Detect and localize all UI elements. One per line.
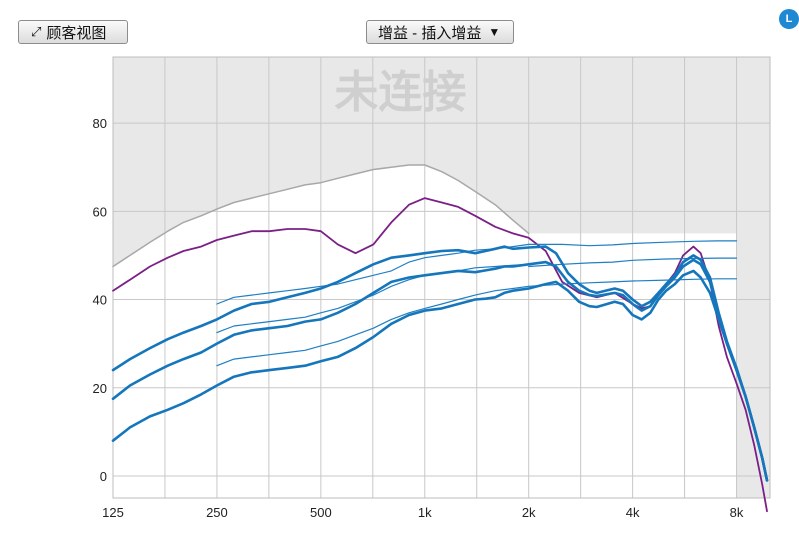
plot-border bbox=[112, 56, 771, 499]
status-watermark: 未连接 bbox=[334, 67, 466, 118]
customer-view-label: 顾客视图 bbox=[46, 24, 107, 42]
series-line-10 bbox=[111, 258, 769, 482]
series-line-2 bbox=[112, 197, 768, 513]
y-tick-label: 0 bbox=[100, 469, 107, 484]
gain-type-dropdown[interactable]: 增益 - 插入增益 ▼ bbox=[366, 20, 514, 44]
series-line-11 bbox=[111, 269, 769, 482]
x-tick-label: 2k bbox=[522, 505, 536, 520]
y-tick-label: 60 bbox=[93, 204, 107, 219]
x-tick-label: 1k bbox=[418, 505, 432, 520]
expand-arrows-icon: ⤢ bbox=[31, 24, 42, 39]
ear-side-badge: L bbox=[779, 9, 799, 29]
series-line-9 bbox=[111, 245, 769, 482]
series-line-7 bbox=[216, 263, 530, 334]
y-tick-label: 80 bbox=[93, 116, 107, 131]
series-line-4 bbox=[528, 257, 738, 268]
x-tick-label: 250 bbox=[206, 505, 228, 520]
dropdown-caret-icon: ▼ bbox=[488, 25, 501, 39]
series-line-1 bbox=[112, 164, 530, 268]
gain-type-label: 增益 - 插入增益 bbox=[378, 24, 482, 42]
x-tick-label: 4k bbox=[626, 505, 640, 520]
y-tick-label: 20 bbox=[93, 381, 107, 396]
y-tick-label: 40 bbox=[93, 293, 107, 308]
x-tick-label: 8k bbox=[730, 505, 744, 520]
customer-view-button[interactable]: ⤢ 顾客视图 bbox=[18, 20, 128, 44]
x-tick-label: 125 bbox=[102, 505, 124, 520]
x-tick-label: 500 bbox=[310, 505, 332, 520]
series-line-8 bbox=[216, 285, 530, 367]
series-line-3 bbox=[528, 240, 738, 247]
series-line-6 bbox=[216, 243, 530, 305]
